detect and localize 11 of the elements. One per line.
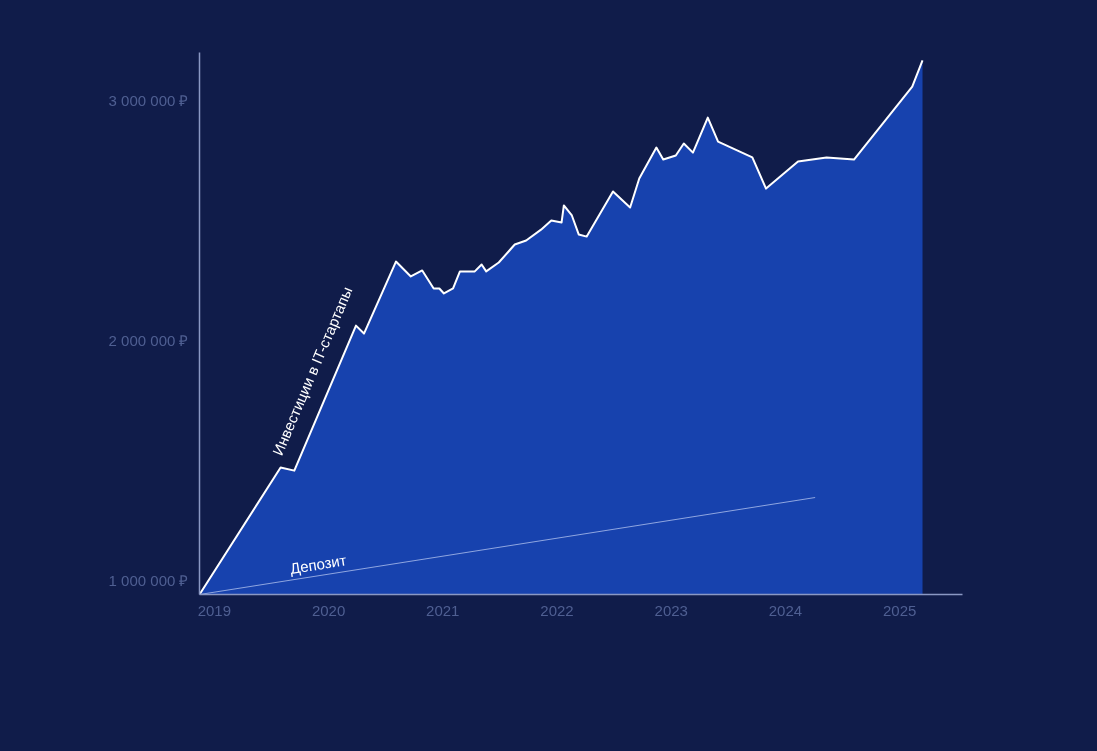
x-tick-label: 2022 [540,601,574,619]
x-tick-label: 2025 [882,601,917,619]
x-tick-label: 2023 [654,601,688,619]
x-tick-label: 2020 [311,601,346,619]
x-tick-label: 2021 [426,601,460,619]
y-tick-label: 1 000 000 ₽ [108,572,189,590]
y-tick-label: 2 000 000 ₽ [108,332,189,350]
text: Депозит [288,551,348,577]
x-tick-label: 2024 [768,601,803,619]
x-tick-label: 2019 [197,601,232,619]
y-tick-label: 3 000 000 ₽ [108,92,189,110]
